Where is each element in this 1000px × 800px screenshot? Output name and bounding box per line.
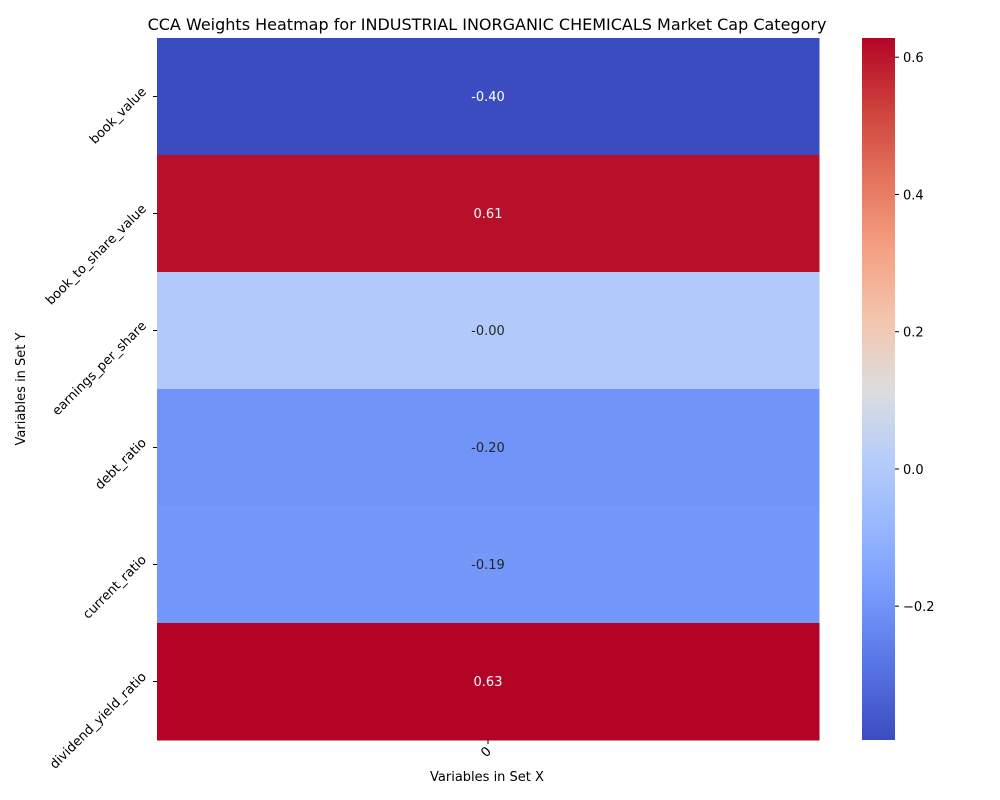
cell-value-label: -0.20 (471, 441, 505, 456)
x-tick-label: 0 (478, 744, 494, 760)
y-tick-label: book_value (87, 85, 150, 148)
colorbar-tick-label: 0.2 (903, 326, 924, 341)
colorbar-tick-label: 0.4 (903, 188, 924, 203)
heatmap-cell (157, 506, 820, 624)
y-tick-label: current_ratio (80, 553, 150, 623)
colorbar-tick-label: −0.2 (903, 600, 935, 615)
heatmap-cell (157, 623, 820, 741)
heatmap-cell (157, 389, 820, 507)
heatmap-cells: -0.40 0.61 -0.00 -0.20 -0.19 0.63 (157, 38, 820, 741)
heatmap-cell (157, 155, 820, 273)
chart-title: CCA Weights Heatmap for INDUSTRIAL INORG… (148, 15, 827, 34)
colorbar-tick-label: 0.0 (903, 463, 924, 478)
cell-value-label: -0.19 (471, 558, 505, 573)
heatmap-cell (157, 38, 820, 156)
cell-value-label: 0.61 (474, 207, 503, 222)
colorbar-ticks: −0.2 0.0 0.2 0.4 0.6 (895, 51, 935, 615)
cell-value-label: -0.00 (471, 324, 505, 339)
cell-value-label: -0.40 (471, 90, 505, 105)
y-axis-label: Variables in Set Y (14, 332, 29, 445)
y-tick-label: earnings_per_share (50, 319, 150, 419)
y-tick-labels: book_value book_to_share_valueearnings_pe… (43, 85, 157, 773)
y-tick-label: dividend_yield_ratio (47, 670, 150, 773)
x-axis-label: Variables in Set X (430, 770, 544, 785)
y-tick-label: debt_ratio (92, 436, 149, 493)
colorbar-tick-label: 0.6 (903, 51, 924, 66)
heatmap-cell (157, 272, 820, 390)
cell-value-label: 0.63 (474, 675, 503, 690)
colorbar (862, 38, 895, 740)
x-tick-labels: 0 (478, 740, 495, 761)
y-tick-label: book_to_share_value (43, 202, 150, 309)
